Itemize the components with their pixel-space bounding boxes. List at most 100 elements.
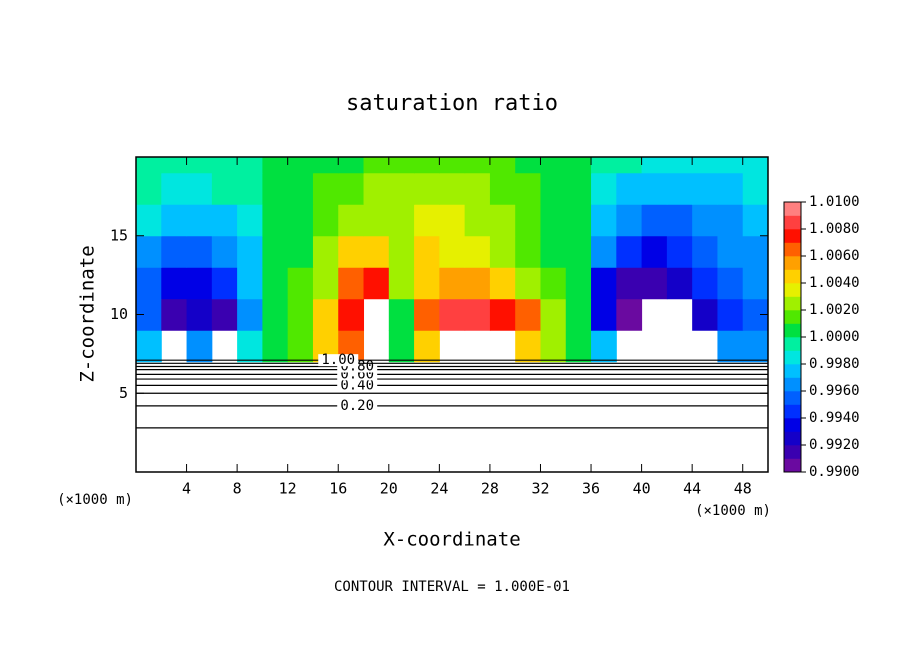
x-tick-label: 12 — [279, 480, 297, 498]
field-cell — [414, 235, 440, 268]
contour-label: 0.20 — [340, 398, 374, 414]
y-tick-label: 5 — [119, 384, 128, 402]
contour-label: 0.40 — [340, 377, 374, 393]
contour-label-bg — [337, 399, 378, 412]
field-cell — [565, 235, 592, 268]
field-cell — [338, 204, 365, 237]
field-cell — [692, 235, 718, 268]
field-cell — [565, 157, 592, 174]
field-cell — [161, 172, 188, 205]
field-cell — [312, 298, 339, 331]
field-cell — [515, 172, 541, 205]
field-cell — [515, 235, 541, 268]
field-cell — [186, 204, 213, 237]
field-cell — [262, 204, 289, 237]
colorbar-swatch — [784, 283, 801, 297]
colorbar-tick-label: 0.9920 — [809, 437, 860, 453]
colorbar-swatch — [784, 404, 801, 419]
field-cell — [515, 298, 541, 331]
field-cell — [439, 172, 466, 205]
field-cell — [363, 235, 390, 268]
x-unit: (×1000 m) — [695, 503, 771, 519]
colorbar-tick-label: 1.0060 — [809, 248, 860, 264]
field-cell — [515, 204, 541, 237]
field-cell — [439, 235, 466, 268]
field-cell — [591, 298, 617, 331]
colorbar-swatch — [784, 337, 801, 351]
field-cell — [641, 267, 668, 300]
field-cell — [262, 267, 289, 300]
x-tick-label: 28 — [481, 480, 499, 498]
field-cell — [312, 204, 339, 237]
field-cell — [161, 204, 188, 237]
contour-label-bg — [337, 379, 378, 392]
field-cell — [287, 298, 314, 331]
colorbar-swatch — [784, 269, 801, 284]
colorbar-swatch — [784, 229, 801, 243]
field-cell — [641, 235, 668, 268]
colorbar-tick-label: 1.0080 — [809, 221, 860, 237]
x-tick-label: 24 — [430, 480, 448, 498]
footer: CONTOUR INTERVAL = 1.000E-01 — [334, 579, 570, 595]
field-cell — [388, 204, 415, 237]
field-cell — [717, 172, 744, 205]
colorbar-swatch — [784, 418, 801, 432]
field-cell — [388, 235, 415, 268]
colorbar-swatch — [784, 458, 801, 473]
field-cell — [312, 172, 339, 205]
field-cell — [742, 172, 769, 205]
field-cell — [237, 267, 263, 300]
field-cell — [136, 204, 162, 237]
field-cell — [616, 298, 643, 331]
field-cell — [616, 157, 643, 174]
field-cell — [363, 267, 390, 300]
field-cell — [211, 267, 238, 300]
field-cell — [692, 157, 718, 174]
field-cell — [464, 172, 491, 205]
field-cell — [237, 157, 263, 174]
field-cell — [591, 157, 617, 174]
x-tick-label: 4 — [182, 480, 191, 498]
field-cell — [666, 204, 693, 237]
x-tick-label: 44 — [683, 480, 701, 498]
field-cell — [287, 172, 314, 205]
field-cell — [565, 330, 592, 363]
field-cell — [616, 172, 643, 205]
field-cell — [262, 298, 289, 331]
field-cell — [186, 235, 213, 268]
field-cell — [439, 267, 466, 300]
field-cell — [136, 157, 162, 174]
contour-label-bg — [318, 354, 359, 367]
field-cell — [742, 157, 769, 174]
colorbar-tick-label: 1.0040 — [809, 275, 860, 291]
field-cell — [414, 267, 440, 300]
x-tick-label: 20 — [380, 480, 398, 498]
field-cell — [211, 157, 238, 174]
field-cell — [565, 204, 592, 237]
field-cell — [414, 157, 440, 174]
field-cell — [616, 204, 643, 237]
colorbar-swatch — [784, 310, 801, 324]
field-cell — [161, 267, 188, 300]
field-cell — [742, 267, 769, 300]
field-cell — [136, 235, 162, 268]
field-cell — [262, 157, 289, 174]
field-cell — [388, 330, 415, 363]
field-cell — [692, 298, 718, 331]
field-cell — [464, 157, 491, 174]
field-cell — [312, 157, 339, 174]
field-cell — [136, 172, 162, 205]
field-cell — [186, 298, 213, 331]
x-tick-label: 48 — [734, 480, 752, 498]
field-cell — [464, 235, 491, 268]
field-cell — [262, 172, 289, 205]
colorbar-swatch — [784, 256, 801, 270]
field-cell — [414, 172, 440, 205]
colorbar-tick-label: 0.9960 — [809, 383, 860, 399]
field-cell — [186, 267, 213, 300]
field-cell — [717, 235, 744, 268]
field-cell — [591, 267, 617, 300]
field-cell — [136, 330, 162, 363]
field-cell — [211, 235, 238, 268]
field-cell — [237, 204, 263, 237]
